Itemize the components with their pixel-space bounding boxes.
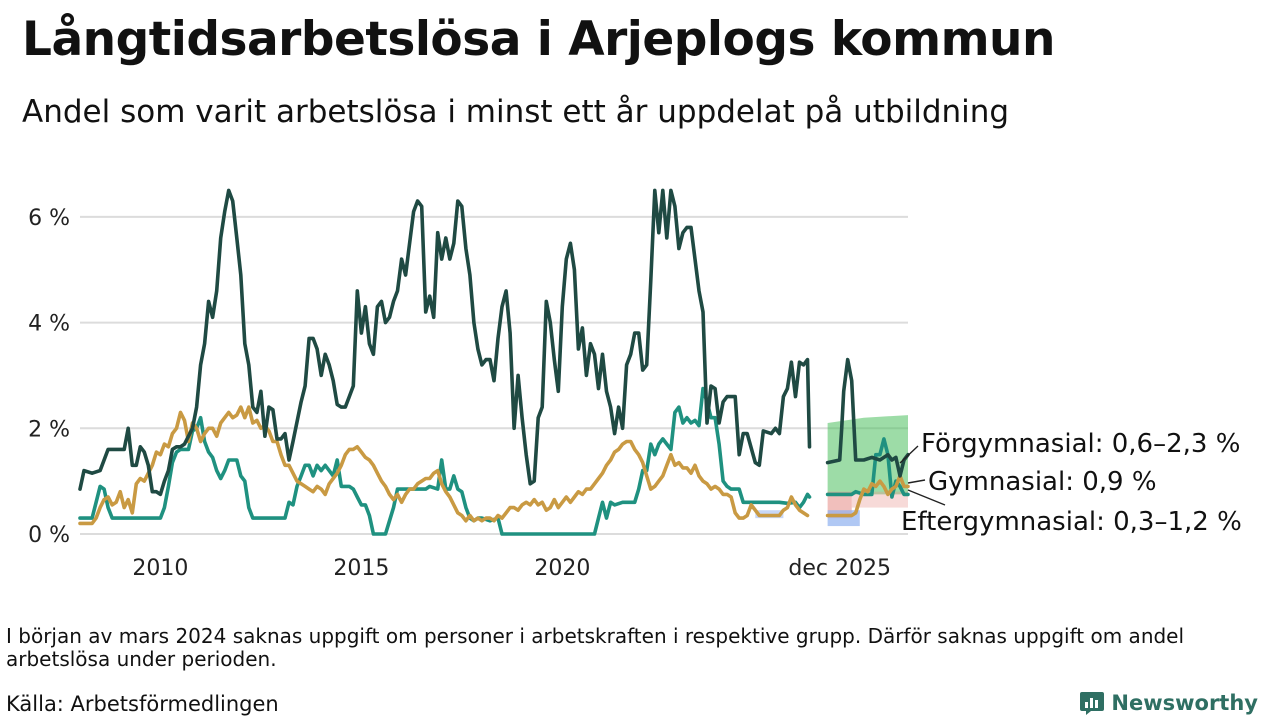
label-leader-line: [907, 489, 946, 506]
series-labels: Förgymnasial: 0,6–2,3 % Gymnasial: 0,9 % E…: [899, 429, 1242, 537]
x-tick-label: 2010: [132, 556, 188, 581]
source-label: Källa: Arbetsförmedlingen: [6, 692, 279, 716]
y-tick-label: 6 %: [28, 206, 70, 231]
range-förgymnasial: [827, 415, 908, 495]
newsworthy-logo-icon: [1080, 692, 1105, 715]
y-tick-label: 0 %: [28, 523, 70, 548]
series-label-gymnasial: Gymnasial: 0,9 %: [928, 467, 1157, 497]
chart-subtitle: Andel som varit arbetslösa i minst ett å…: [22, 94, 1010, 130]
footnote: I början av mars 2024 saknas uppgift om …: [6, 624, 1185, 671]
y-tick-label: 2 %: [28, 417, 70, 442]
grid-lines: [80, 215, 908, 535]
x-tick-label: 2015: [333, 556, 389, 581]
x-tick-label: dec 2025: [788, 556, 891, 581]
y-axis-tick-labels: 0 % 2 % 4 % 6 %: [28, 206, 70, 548]
series-label-eftergymnasial: Eftergymnasial: 0,3–1,2 %: [901, 507, 1242, 537]
label-leader-line: [899, 445, 919, 464]
series-line-gymnasial: [78, 405, 910, 526]
y-tick-label: 4 %: [28, 312, 70, 337]
series-line-eftergymnasial: [78, 386, 910, 536]
x-axis-tick-labels: 2010 2015 2020 dec 2025: [132, 556, 891, 581]
newsworthy-logo[interactable]: Newsworthy: [1079, 688, 1258, 718]
series-line-förgymnasial: [78, 188, 910, 497]
x-tick-label: 2020: [534, 556, 590, 581]
series-lines: [78, 188, 910, 536]
chart-title: Långtidsarbetslösa i Arjeplogs kommun: [22, 12, 1055, 67]
brand-name: Newsworthy: [1111, 691, 1258, 715]
label-leader-line: [907, 479, 926, 484]
series-label-förgymnasial: Förgymnasial: 0,6–2,3 %: [921, 429, 1240, 459]
